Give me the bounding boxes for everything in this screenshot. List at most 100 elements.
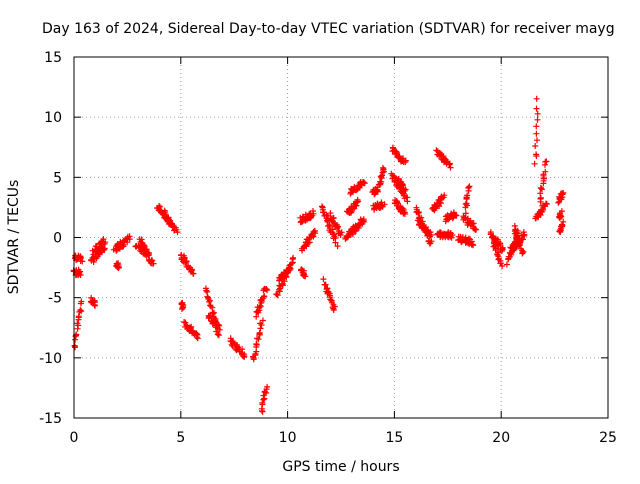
data-segment <box>87 294 98 309</box>
data-point <box>520 229 527 236</box>
y-tick-label: -5 <box>48 291 62 307</box>
data-point <box>264 383 271 390</box>
data-point <box>452 212 459 218</box>
data-point <box>513 232 520 239</box>
data-point <box>464 202 471 209</box>
data-point <box>503 261 510 268</box>
x-tick-label: 25 <box>599 430 617 446</box>
data-point <box>497 240 504 247</box>
data-point <box>393 149 400 156</box>
data-point <box>320 276 327 283</box>
data-point <box>399 182 406 189</box>
data-point <box>402 186 409 193</box>
data-point <box>542 168 549 175</box>
data-point <box>534 116 541 123</box>
data-segment <box>429 192 448 214</box>
data-point <box>497 260 504 267</box>
data-point <box>379 164 386 171</box>
data-segment <box>298 227 319 254</box>
data-segment <box>490 233 506 254</box>
data-point <box>453 212 460 219</box>
data-point <box>334 225 341 232</box>
data-segment <box>392 197 408 217</box>
data-point <box>91 299 98 306</box>
data-point <box>531 160 538 167</box>
data-segment <box>297 208 317 226</box>
data-segment <box>375 164 387 188</box>
data-point <box>203 287 210 294</box>
data-point <box>256 329 263 336</box>
data-segment <box>113 260 122 271</box>
data-point <box>319 203 325 210</box>
data-point <box>100 238 107 245</box>
data-point <box>331 303 338 310</box>
y-tick-label: 0 <box>53 231 62 247</box>
data-point <box>259 317 266 324</box>
data-point <box>116 264 122 271</box>
data-segment <box>556 218 567 235</box>
data-point <box>190 270 197 277</box>
data-point <box>334 243 341 250</box>
data-point <box>187 325 194 331</box>
data-point <box>264 287 271 294</box>
data-segment <box>89 236 107 258</box>
data-point <box>188 267 195 273</box>
data-point <box>174 229 181 236</box>
data-segment <box>434 229 456 241</box>
data-point <box>327 294 334 301</box>
data-point <box>323 211 330 218</box>
data-point <box>449 232 456 238</box>
x-tick-label: 0 <box>70 430 79 446</box>
data-point <box>556 213 563 220</box>
data-segment <box>161 207 181 236</box>
data-point <box>441 192 448 199</box>
data-segment <box>205 312 223 333</box>
data-point <box>311 228 318 235</box>
data-point <box>146 251 152 258</box>
data-point <box>462 201 469 208</box>
data-point <box>215 332 222 339</box>
data-point <box>258 322 265 328</box>
data-point <box>263 286 270 292</box>
data-segment <box>537 158 550 205</box>
data-segment <box>227 335 248 360</box>
data-segment <box>258 383 271 415</box>
data-segment <box>347 179 368 197</box>
data-point <box>428 232 435 238</box>
data-point <box>231 340 238 347</box>
data-point <box>290 254 297 261</box>
x-tick-label: 20 <box>492 430 510 446</box>
data-point <box>559 222 566 229</box>
data-segment <box>389 144 409 166</box>
data-point <box>555 199 562 206</box>
data-point <box>533 105 540 112</box>
data-point <box>433 147 440 154</box>
x-tick-label: 15 <box>385 430 403 446</box>
data-segment <box>556 208 565 221</box>
data-point <box>465 235 472 242</box>
data-point <box>259 399 266 406</box>
data-point <box>77 272 84 278</box>
data-point <box>533 123 540 130</box>
data-point <box>532 143 539 149</box>
y-axis-label: SDTVAR / TECUs <box>6 180 22 295</box>
data-point <box>302 273 309 280</box>
data-point <box>499 263 506 269</box>
data-point <box>71 342 78 349</box>
data-point <box>378 173 385 180</box>
data-point <box>180 304 187 311</box>
data-point <box>448 234 455 241</box>
data-point <box>207 312 214 319</box>
data-point <box>534 137 540 144</box>
data-segment <box>110 233 133 254</box>
data-point <box>332 239 339 246</box>
x-tick-label: 5 <box>176 430 185 446</box>
data-point <box>330 307 337 313</box>
data-point <box>537 195 544 202</box>
data-segment <box>298 266 309 280</box>
data-point <box>374 186 381 193</box>
data-point <box>519 236 526 243</box>
data-point <box>310 210 317 217</box>
data-point <box>216 326 223 333</box>
